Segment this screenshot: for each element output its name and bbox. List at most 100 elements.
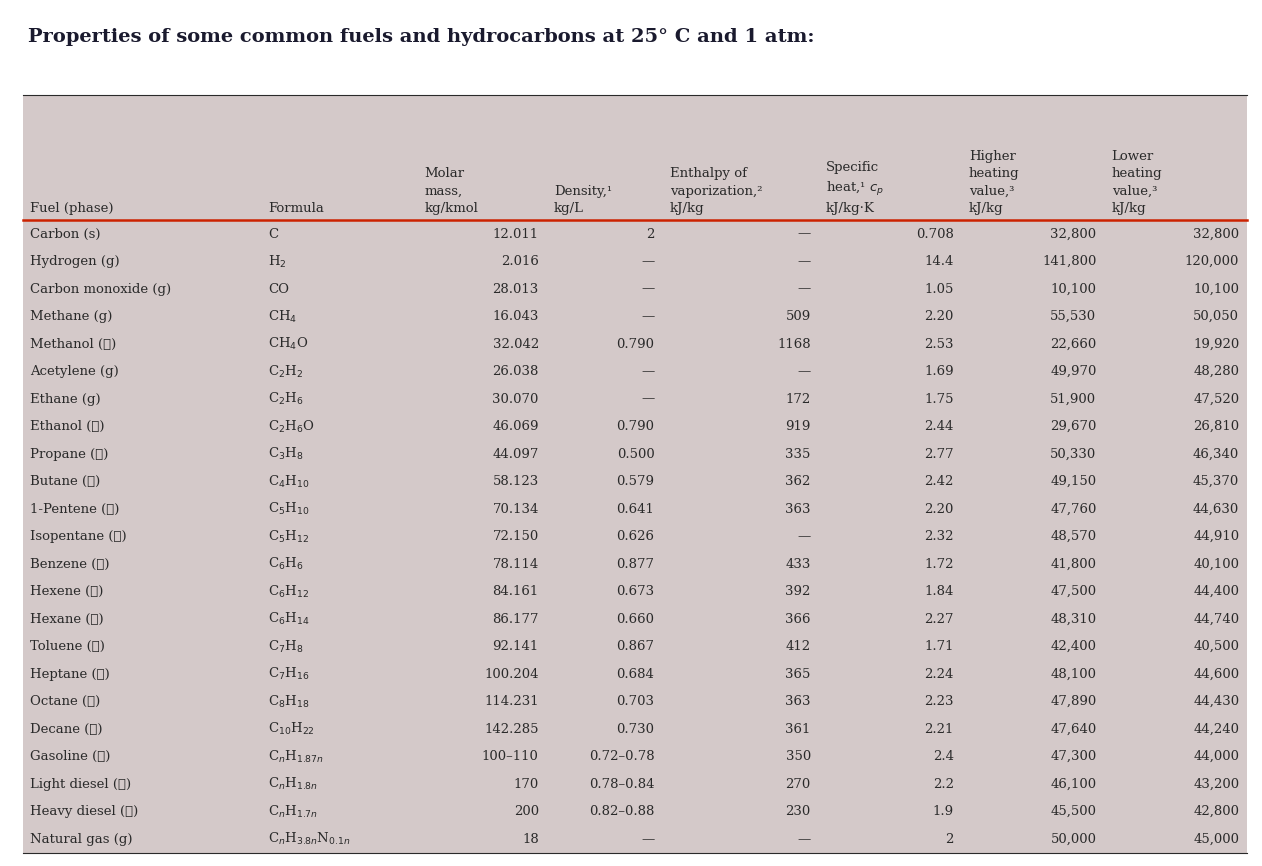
Text: 2.32: 2.32 <box>924 530 954 543</box>
Text: 1168: 1168 <box>777 338 810 351</box>
Text: CH$_4$: CH$_4$ <box>269 308 298 325</box>
Text: C$_7$H$_8$: C$_7$H$_8$ <box>269 638 304 655</box>
Text: 1-Pentene (ℓ): 1-Pentene (ℓ) <box>30 502 120 515</box>
Text: 44,400: 44,400 <box>1194 585 1239 598</box>
Text: Ethanol (ℓ): Ethanol (ℓ) <box>30 420 105 433</box>
Text: 28.013: 28.013 <box>492 282 539 295</box>
Text: 45,500: 45,500 <box>1050 805 1097 818</box>
Text: 47,890: 47,890 <box>1050 695 1097 708</box>
Text: 0.790: 0.790 <box>616 420 655 433</box>
Text: 30.070: 30.070 <box>492 392 539 405</box>
Text: 230: 230 <box>785 805 810 818</box>
Text: 48,570: 48,570 <box>1050 530 1097 543</box>
Text: 46.069: 46.069 <box>492 420 539 433</box>
Text: 335: 335 <box>785 448 810 461</box>
Text: 433: 433 <box>785 558 810 571</box>
Text: 45,370: 45,370 <box>1193 475 1239 488</box>
Text: 1.75: 1.75 <box>924 392 954 405</box>
Text: C$_{10}$H$_{22}$: C$_{10}$H$_{22}$ <box>269 721 316 737</box>
Text: 40,500: 40,500 <box>1194 640 1239 653</box>
Text: C$_6$H$_6$: C$_6$H$_6$ <box>269 556 304 572</box>
Text: 44,430: 44,430 <box>1193 695 1239 708</box>
Text: 2: 2 <box>945 833 954 846</box>
Text: Lower
heating
value,³
kJ/kg: Lower heating value,³ kJ/kg <box>1112 150 1162 215</box>
Text: 2.21: 2.21 <box>924 723 954 736</box>
Text: 51,900: 51,900 <box>1050 392 1097 405</box>
Text: Formula: Formula <box>269 202 324 215</box>
Text: 1.84: 1.84 <box>924 585 954 598</box>
Text: 50,330: 50,330 <box>1050 448 1097 461</box>
Text: CH$_4$O: CH$_4$O <box>269 336 308 352</box>
Text: 2.42: 2.42 <box>924 475 954 488</box>
Text: —: — <box>641 392 655 405</box>
Text: Propane (ℓ): Propane (ℓ) <box>30 448 109 461</box>
Text: 48,100: 48,100 <box>1050 668 1097 681</box>
Text: —: — <box>641 365 655 378</box>
Text: 2.2: 2.2 <box>933 778 954 791</box>
Text: 919: 919 <box>785 420 810 433</box>
Text: 32,800: 32,800 <box>1193 228 1239 241</box>
Text: C$_5$H$_{12}$: C$_5$H$_{12}$ <box>269 528 309 545</box>
Text: 0.708: 0.708 <box>916 228 954 241</box>
Text: C$_2$H$_2$: C$_2$H$_2$ <box>269 364 303 379</box>
Text: 2.20: 2.20 <box>924 310 954 323</box>
Text: C$_6$H$_{14}$: C$_6$H$_{14}$ <box>269 611 309 627</box>
Text: 2.20: 2.20 <box>924 502 954 515</box>
Text: 42,800: 42,800 <box>1194 805 1239 818</box>
Text: Methane (g): Methane (g) <box>30 310 112 323</box>
Text: 2.27: 2.27 <box>924 612 954 625</box>
Text: 86.177: 86.177 <box>492 612 539 625</box>
Text: 0.82–0.88: 0.82–0.88 <box>589 805 655 818</box>
Text: 412: 412 <box>786 640 810 653</box>
Text: Natural gas (g): Natural gas (g) <box>30 833 133 846</box>
Text: 44,240: 44,240 <box>1194 723 1239 736</box>
Text: 2.23: 2.23 <box>924 695 954 708</box>
Text: Hexene (ℓ): Hexene (ℓ) <box>30 585 103 598</box>
Text: 49,970: 49,970 <box>1050 365 1097 378</box>
Text: 100–110: 100–110 <box>482 750 539 763</box>
Text: Molar
mass,
kg/kmol: Molar mass, kg/kmol <box>425 167 478 215</box>
Text: 43,200: 43,200 <box>1193 778 1239 791</box>
Text: 114.231: 114.231 <box>485 695 539 708</box>
Text: 0.626: 0.626 <box>616 530 655 543</box>
Text: C$_6$H$_{12}$: C$_6$H$_{12}$ <box>269 584 309 600</box>
Text: 44,740: 44,740 <box>1193 612 1239 625</box>
Text: Higher
heating
value,³
kJ/kg: Higher heating value,³ kJ/kg <box>969 150 1020 215</box>
Text: Methanol (ℓ): Methanol (ℓ) <box>30 338 116 351</box>
Text: Density,¹
kg/L: Density,¹ kg/L <box>554 184 612 215</box>
Text: 44,910: 44,910 <box>1193 530 1239 543</box>
Text: 26,810: 26,810 <box>1193 420 1239 433</box>
Text: Butane (ℓ): Butane (ℓ) <box>30 475 101 488</box>
Text: Specific
heat,¹ $c_p$
kJ/kg·K: Specific heat,¹ $c_p$ kJ/kg·K <box>825 161 885 215</box>
Text: 12.011: 12.011 <box>492 228 539 241</box>
Text: 92.141: 92.141 <box>492 640 539 653</box>
Text: 0.500: 0.500 <box>617 448 655 461</box>
Text: 42,400: 42,400 <box>1050 640 1097 653</box>
Text: 47,300: 47,300 <box>1050 750 1097 763</box>
Text: Benzene (ℓ): Benzene (ℓ) <box>30 558 110 571</box>
Text: 2.24: 2.24 <box>924 668 954 681</box>
Text: C: C <box>269 228 279 241</box>
Text: 0.684: 0.684 <box>617 668 655 681</box>
Text: 49,150: 49,150 <box>1050 475 1097 488</box>
Text: 365: 365 <box>785 668 810 681</box>
Text: 2.016: 2.016 <box>501 255 539 268</box>
Text: Gasoline (ℓ): Gasoline (ℓ) <box>30 750 111 763</box>
Text: 50,000: 50,000 <box>1050 833 1097 846</box>
Text: 363: 363 <box>785 695 810 708</box>
Text: 45,000: 45,000 <box>1194 833 1239 846</box>
Text: C$_2$H$_6$: C$_2$H$_6$ <box>269 391 304 407</box>
Text: 0.78–0.84: 0.78–0.84 <box>589 778 655 791</box>
Text: 0.72–0.78: 0.72–0.78 <box>589 750 655 763</box>
Text: C$_n$H$_{1.87n}$: C$_n$H$_{1.87n}$ <box>269 749 324 765</box>
Text: 19,920: 19,920 <box>1193 338 1239 351</box>
Text: 2.44: 2.44 <box>924 420 954 433</box>
Text: —: — <box>798 282 810 295</box>
Text: 41,800: 41,800 <box>1050 558 1097 571</box>
Text: 0.877: 0.877 <box>616 558 655 571</box>
Text: 44,000: 44,000 <box>1194 750 1239 763</box>
Text: 0.579: 0.579 <box>616 475 655 488</box>
Text: C$_2$H$_6$O: C$_2$H$_6$O <box>269 418 316 435</box>
Bar <box>23 95 1247 853</box>
Text: 14.4: 14.4 <box>924 255 954 268</box>
